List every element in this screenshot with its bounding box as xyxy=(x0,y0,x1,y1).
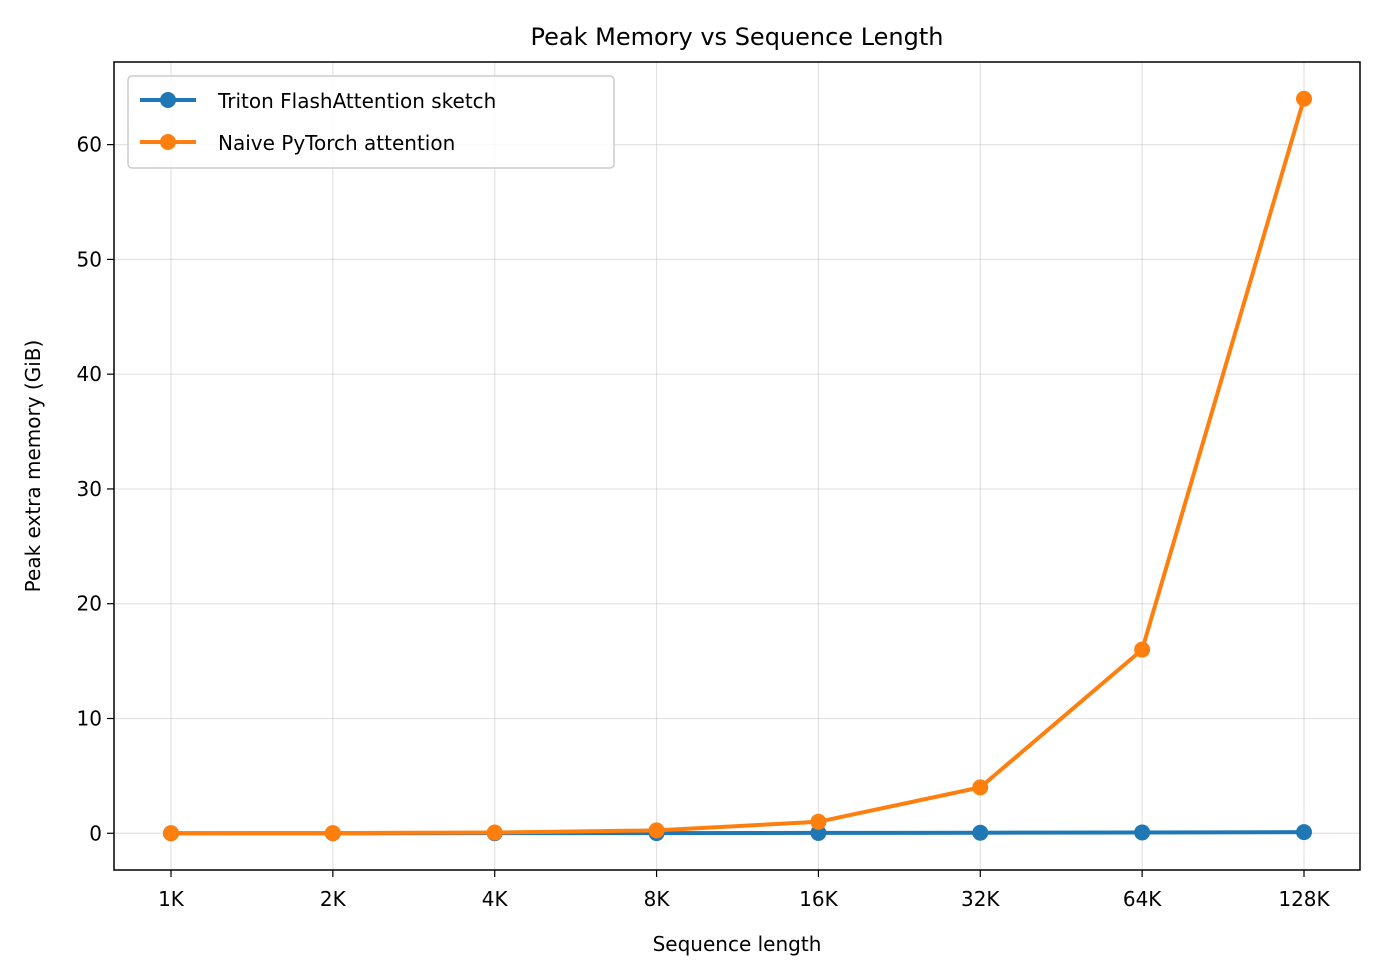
ticks: 1K 2K 4K 8K 16K 32K 64K 128K 0 10 20 30 40 50 60 xyxy=(77,133,1331,911)
legend: Triton FlashAttention sketch Naive PyTor… xyxy=(127,75,615,169)
plot-frame xyxy=(113,61,1361,871)
x-tick-label: 128K xyxy=(1278,887,1330,911)
data-point-0 xyxy=(1296,824,1312,841)
x-tick-label: 32K xyxy=(961,887,1000,911)
chart-title: Peak Memory vs Sequence Length xyxy=(531,23,944,51)
y-tick-label: 10 xyxy=(77,707,102,731)
y-tick-label: 30 xyxy=(77,477,102,501)
x-tick-label: 1K xyxy=(158,887,185,911)
legend-box xyxy=(127,75,615,169)
y-tick-label: 20 xyxy=(77,592,102,616)
legend-marker-flash xyxy=(160,92,176,108)
data-point-1 xyxy=(163,825,179,842)
y-tick-label: 40 xyxy=(77,362,102,386)
x-tick-label: 2K xyxy=(320,887,347,911)
y-tick-label: 60 xyxy=(77,133,102,157)
x-tick-label: 16K xyxy=(799,887,838,911)
x-tick-label: 8K xyxy=(644,887,671,911)
legend-marker-naive xyxy=(160,134,176,150)
data-point-1 xyxy=(648,822,665,839)
y-axis-label: Peak extra memory (GiB) xyxy=(21,340,45,593)
x-tick-label: 4K xyxy=(482,887,509,911)
data-point-0 xyxy=(972,824,989,841)
data-point-1 xyxy=(1134,641,1151,658)
legend-label-naive: Naive PyTorch attention xyxy=(218,131,455,155)
series xyxy=(163,90,1312,842)
data-point-0 xyxy=(810,824,827,841)
data-point-1 xyxy=(810,813,827,830)
grid xyxy=(114,62,1360,870)
series-line-1 xyxy=(170,98,1306,836)
data-point-1 xyxy=(1296,90,1312,107)
x-axis-label: Sequence length xyxy=(653,932,822,956)
y-tick-label: 50 xyxy=(77,247,102,271)
data-point-0 xyxy=(1134,824,1151,841)
data-point-1 xyxy=(486,824,503,841)
data-point-1 xyxy=(324,825,341,842)
y-tick-label: 0 xyxy=(89,821,102,845)
x-tick-label: 64K xyxy=(1123,887,1162,911)
legend-label-flash: Triton FlashAttention sketch xyxy=(217,89,496,113)
data-point-1 xyxy=(972,779,989,796)
